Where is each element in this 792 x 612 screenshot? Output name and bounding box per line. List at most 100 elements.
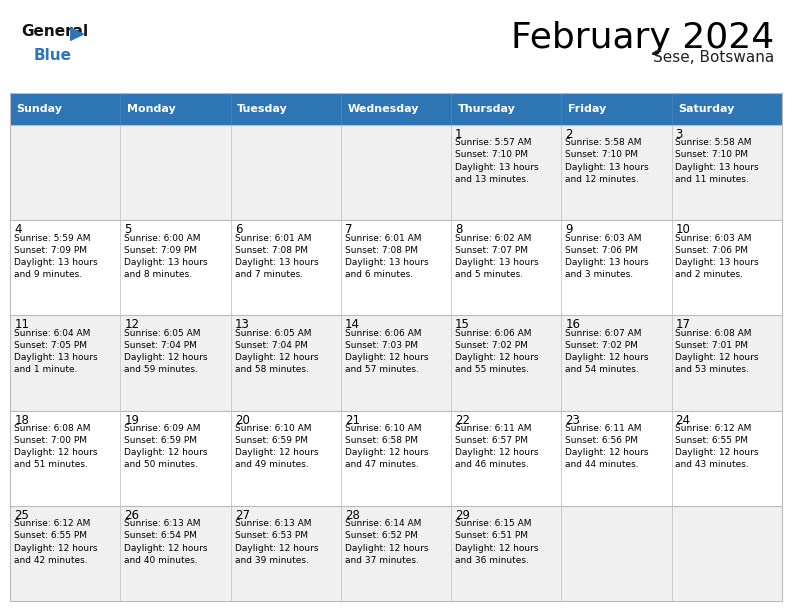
Bar [230, 125, 341, 220]
Bar [230, 411, 341, 506]
Text: 19: 19 [124, 414, 139, 427]
Bar [10, 506, 120, 601]
Text: Sunrise: 5:58 AM
Sunset: 7:10 PM
Daylight: 13 hours
and 12 minutes.: Sunrise: 5:58 AM Sunset: 7:10 PM Dayligh… [565, 138, 649, 184]
Bar [341, 220, 451, 315]
Text: 7: 7 [345, 223, 352, 236]
Text: 5: 5 [124, 223, 131, 236]
Bar [10, 411, 120, 506]
Text: Sunrise: 6:03 AM
Sunset: 7:06 PM
Daylight: 13 hours
and 3 minutes.: Sunrise: 6:03 AM Sunset: 7:06 PM Dayligh… [565, 234, 649, 279]
Text: Sunrise: 6:10 AM
Sunset: 6:59 PM
Daylight: 12 hours
and 49 minutes.: Sunrise: 6:10 AM Sunset: 6:59 PM Dayligh… [234, 424, 318, 469]
Text: 3: 3 [676, 128, 683, 141]
Text: 16: 16 [565, 318, 581, 331]
Text: 21: 21 [345, 414, 360, 427]
Bar [120, 93, 230, 125]
Text: 4: 4 [14, 223, 21, 236]
Bar [672, 220, 782, 315]
Text: ▶: ▶ [70, 23, 85, 42]
Bar [230, 315, 341, 411]
Bar [451, 315, 562, 411]
Text: Sunrise: 6:12 AM
Sunset: 6:55 PM
Daylight: 12 hours
and 42 minutes.: Sunrise: 6:12 AM Sunset: 6:55 PM Dayligh… [14, 519, 97, 565]
Text: Sunrise: 5:58 AM
Sunset: 7:10 PM
Daylight: 13 hours
and 11 minutes.: Sunrise: 5:58 AM Sunset: 7:10 PM Dayligh… [676, 138, 759, 184]
Text: 28: 28 [345, 509, 360, 522]
Bar [120, 220, 230, 315]
Text: 26: 26 [124, 509, 139, 522]
Text: 29: 29 [455, 509, 470, 522]
Text: 11: 11 [14, 318, 29, 331]
Bar [672, 411, 782, 506]
Text: Sunrise: 6:09 AM
Sunset: 6:59 PM
Daylight: 12 hours
and 50 minutes.: Sunrise: 6:09 AM Sunset: 6:59 PM Dayligh… [124, 424, 208, 469]
Text: Sunrise: 5:59 AM
Sunset: 7:09 PM
Daylight: 13 hours
and 9 minutes.: Sunrise: 5:59 AM Sunset: 7:09 PM Dayligh… [14, 234, 98, 279]
Text: 25: 25 [14, 509, 29, 522]
Text: 1: 1 [455, 128, 463, 141]
Bar [562, 93, 672, 125]
Text: Monday: Monday [127, 104, 176, 114]
Text: 24: 24 [676, 414, 691, 427]
Bar [562, 506, 672, 601]
Text: 23: 23 [565, 414, 580, 427]
Text: 8: 8 [455, 223, 463, 236]
Text: 14: 14 [345, 318, 360, 331]
Text: General: General [21, 24, 89, 40]
Text: Sunrise: 6:01 AM
Sunset: 7:08 PM
Daylight: 13 hours
and 7 minutes.: Sunrise: 6:01 AM Sunset: 7:08 PM Dayligh… [234, 234, 318, 279]
Text: Sunrise: 6:05 AM
Sunset: 7:04 PM
Daylight: 12 hours
and 58 minutes.: Sunrise: 6:05 AM Sunset: 7:04 PM Dayligh… [234, 329, 318, 374]
Text: Sunrise: 6:04 AM
Sunset: 7:05 PM
Daylight: 13 hours
and 1 minute.: Sunrise: 6:04 AM Sunset: 7:05 PM Dayligh… [14, 329, 98, 374]
Bar [451, 220, 562, 315]
Text: 2: 2 [565, 128, 573, 141]
Bar [10, 315, 120, 411]
Text: 9: 9 [565, 223, 573, 236]
Text: Sunrise: 6:13 AM
Sunset: 6:54 PM
Daylight: 12 hours
and 40 minutes.: Sunrise: 6:13 AM Sunset: 6:54 PM Dayligh… [124, 519, 208, 565]
Bar [562, 220, 672, 315]
Text: 17: 17 [676, 318, 691, 331]
Bar [10, 220, 120, 315]
Text: 27: 27 [234, 509, 249, 522]
Text: Sunrise: 6:08 AM
Sunset: 7:00 PM
Daylight: 12 hours
and 51 minutes.: Sunrise: 6:08 AM Sunset: 7:00 PM Dayligh… [14, 424, 97, 469]
Bar [451, 411, 562, 506]
Text: 10: 10 [676, 223, 691, 236]
Text: Wednesday: Wednesday [347, 104, 419, 114]
Text: Blue: Blue [33, 48, 71, 63]
Text: Sunrise: 6:11 AM
Sunset: 6:57 PM
Daylight: 12 hours
and 46 minutes.: Sunrise: 6:11 AM Sunset: 6:57 PM Dayligh… [455, 424, 539, 469]
Bar [230, 93, 341, 125]
Bar [341, 315, 451, 411]
Bar [562, 411, 672, 506]
Text: Sunrise: 6:10 AM
Sunset: 6:58 PM
Daylight: 12 hours
and 47 minutes.: Sunrise: 6:10 AM Sunset: 6:58 PM Dayligh… [345, 424, 428, 469]
Text: February 2024: February 2024 [511, 21, 774, 56]
Bar [230, 220, 341, 315]
Bar [341, 506, 451, 601]
Text: Sunrise: 6:06 AM
Sunset: 7:03 PM
Daylight: 12 hours
and 57 minutes.: Sunrise: 6:06 AM Sunset: 7:03 PM Dayligh… [345, 329, 428, 374]
Bar [230, 506, 341, 601]
Bar [562, 125, 672, 220]
Text: Friday: Friday [568, 104, 606, 114]
Text: Sunrise: 6:06 AM
Sunset: 7:02 PM
Daylight: 12 hours
and 55 minutes.: Sunrise: 6:06 AM Sunset: 7:02 PM Dayligh… [455, 329, 539, 374]
Bar [451, 506, 562, 601]
Text: Sunrise: 6:08 AM
Sunset: 7:01 PM
Daylight: 12 hours
and 53 minutes.: Sunrise: 6:08 AM Sunset: 7:01 PM Dayligh… [676, 329, 759, 374]
Text: Sunrise: 6:12 AM
Sunset: 6:55 PM
Daylight: 12 hours
and 43 minutes.: Sunrise: 6:12 AM Sunset: 6:55 PM Dayligh… [676, 424, 759, 469]
Bar [451, 93, 562, 125]
Text: Sunrise: 6:03 AM
Sunset: 7:06 PM
Daylight: 13 hours
and 2 minutes.: Sunrise: 6:03 AM Sunset: 7:06 PM Dayligh… [676, 234, 759, 279]
Text: Sunrise: 6:02 AM
Sunset: 7:07 PM
Daylight: 13 hours
and 5 minutes.: Sunrise: 6:02 AM Sunset: 7:07 PM Dayligh… [455, 234, 539, 279]
Text: Sunrise: 5:57 AM
Sunset: 7:10 PM
Daylight: 13 hours
and 13 minutes.: Sunrise: 5:57 AM Sunset: 7:10 PM Dayligh… [455, 138, 539, 184]
Text: 18: 18 [14, 414, 29, 427]
Bar [10, 93, 120, 125]
Text: Sese, Botswana: Sese, Botswana [653, 50, 774, 65]
Bar [451, 125, 562, 220]
Text: 22: 22 [455, 414, 470, 427]
Text: 20: 20 [234, 414, 249, 427]
Bar [120, 125, 230, 220]
Bar [341, 93, 451, 125]
Text: Sunrise: 6:14 AM
Sunset: 6:52 PM
Daylight: 12 hours
and 37 minutes.: Sunrise: 6:14 AM Sunset: 6:52 PM Dayligh… [345, 519, 428, 565]
Bar [120, 411, 230, 506]
Bar [672, 93, 782, 125]
Text: 6: 6 [234, 223, 242, 236]
Bar [672, 315, 782, 411]
Text: Sunrise: 6:07 AM
Sunset: 7:02 PM
Daylight: 12 hours
and 54 minutes.: Sunrise: 6:07 AM Sunset: 7:02 PM Dayligh… [565, 329, 649, 374]
Text: Sunrise: 6:01 AM
Sunset: 7:08 PM
Daylight: 13 hours
and 6 minutes.: Sunrise: 6:01 AM Sunset: 7:08 PM Dayligh… [345, 234, 428, 279]
Text: Sunrise: 6:15 AM
Sunset: 6:51 PM
Daylight: 12 hours
and 36 minutes.: Sunrise: 6:15 AM Sunset: 6:51 PM Dayligh… [455, 519, 539, 565]
Bar [672, 125, 782, 220]
Text: Sunrise: 6:00 AM
Sunset: 7:09 PM
Daylight: 13 hours
and 8 minutes.: Sunrise: 6:00 AM Sunset: 7:09 PM Dayligh… [124, 234, 208, 279]
Bar [341, 411, 451, 506]
Bar [672, 506, 782, 601]
Text: Sunrise: 6:05 AM
Sunset: 7:04 PM
Daylight: 12 hours
and 59 minutes.: Sunrise: 6:05 AM Sunset: 7:04 PM Dayligh… [124, 329, 208, 374]
Text: 15: 15 [455, 318, 470, 331]
Text: Saturday: Saturday [678, 104, 734, 114]
